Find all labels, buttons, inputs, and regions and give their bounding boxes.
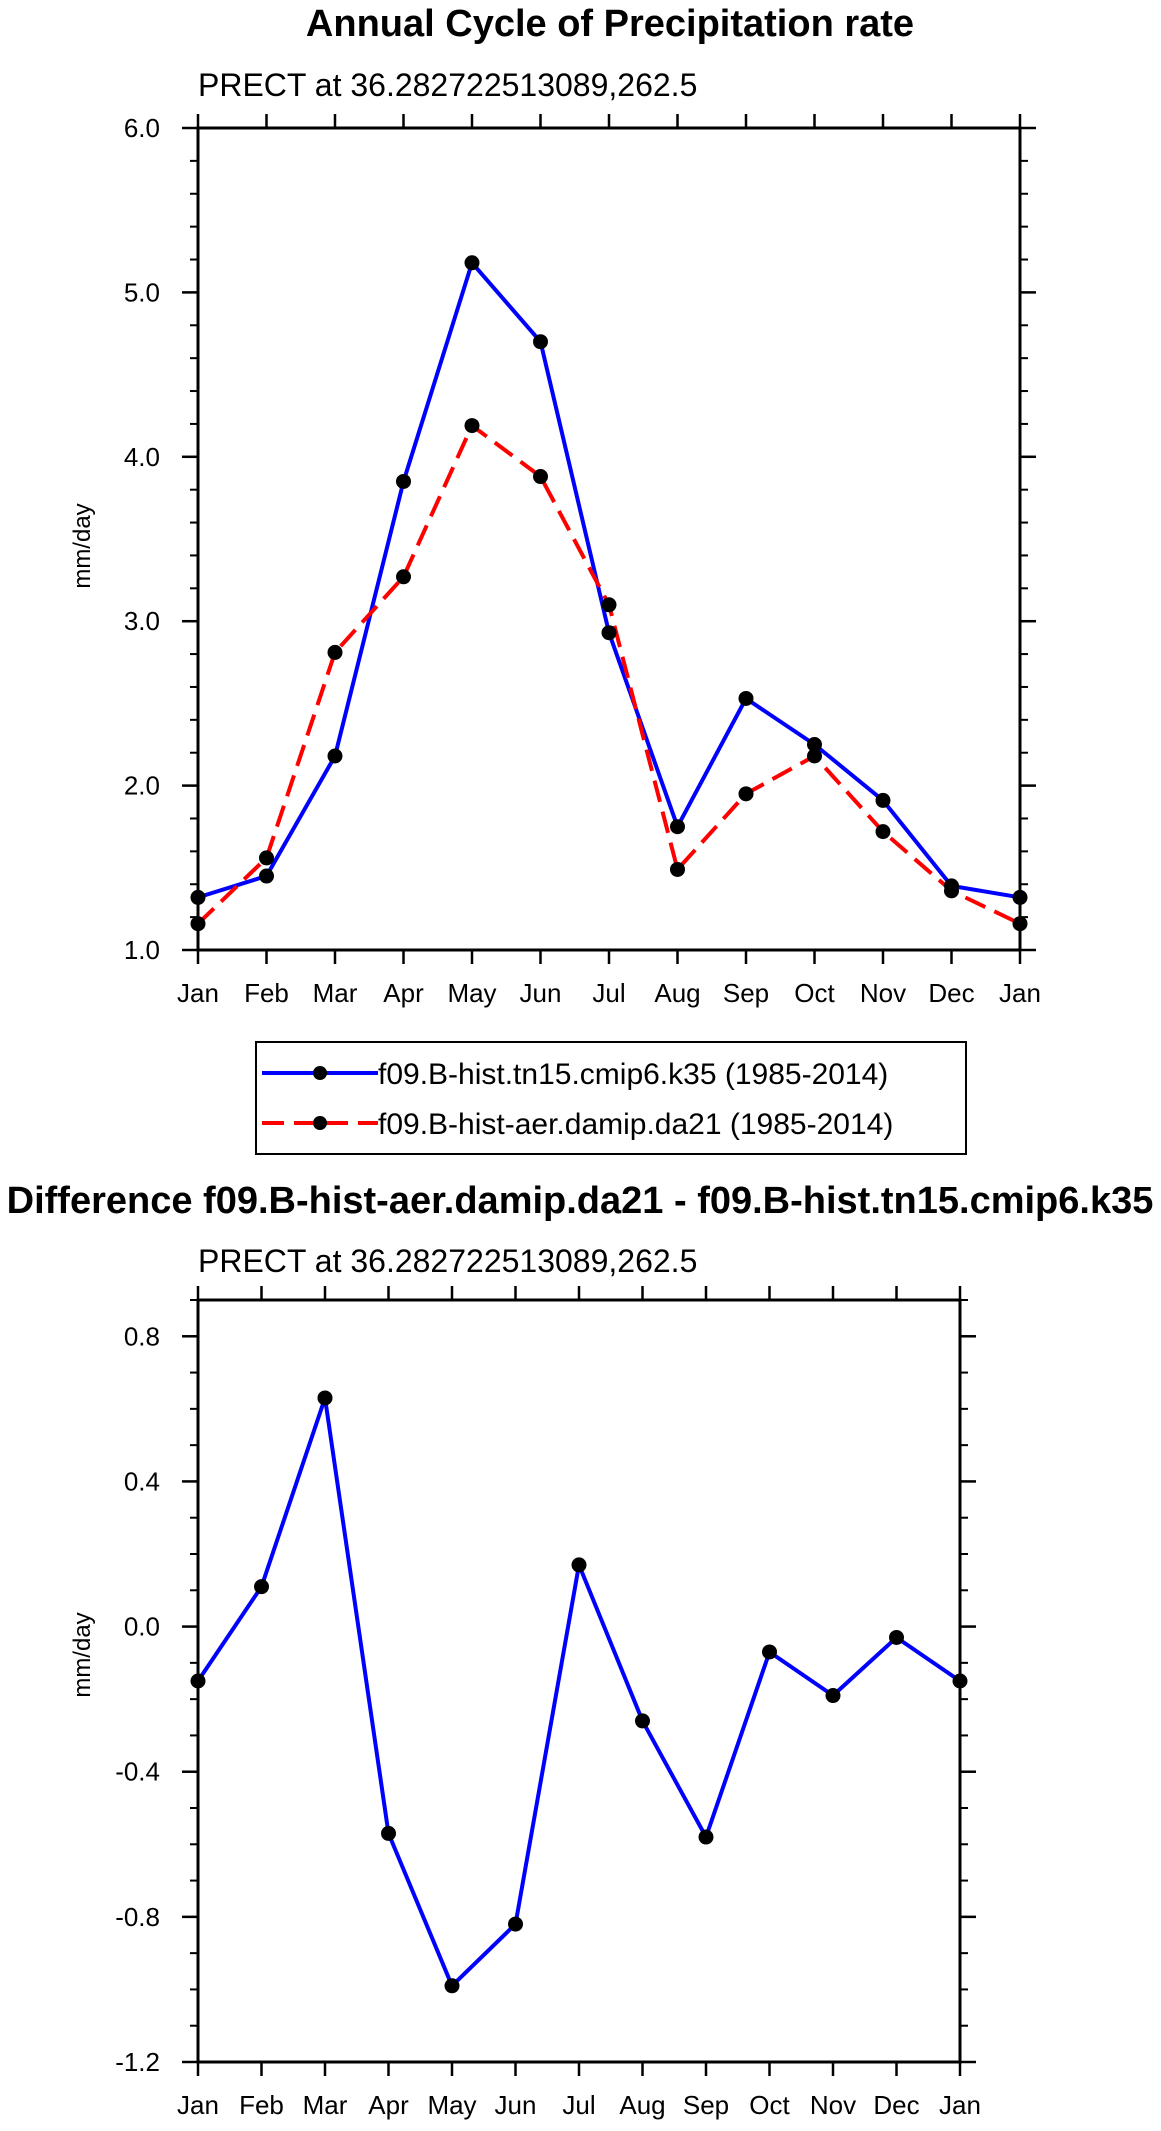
x-tick-label: Mar bbox=[313, 978, 358, 1008]
y-tick-label: -0.4 bbox=[115, 1757, 160, 1787]
data-point bbox=[533, 469, 548, 485]
tick-labels: Jan Feb Mar Apr May Jun Jul Aug Sep Oct Nov Dec Jan 1… bbox=[124, 113, 1041, 1008]
x-tick-label: May bbox=[447, 978, 496, 1008]
data-point bbox=[327, 748, 343, 764]
series-markers bbox=[190, 1390, 968, 1994]
data-point bbox=[762, 1644, 777, 1660]
data-point bbox=[875, 824, 891, 840]
y-tick-label: 3.0 bbox=[124, 606, 160, 636]
data-point bbox=[464, 418, 480, 434]
data-point bbox=[670, 861, 685, 877]
x-tick-label: May bbox=[427, 2090, 476, 2120]
data-point bbox=[601, 625, 617, 641]
chart-difference: Difference f09.B-hist-aer.damip.da21 - f… bbox=[7, 1180, 1154, 2120]
series-markers bbox=[190, 255, 1028, 932]
data-point bbox=[944, 883, 959, 899]
axis-ticks bbox=[182, 1286, 976, 2076]
x-tick-label: Jan bbox=[939, 2090, 981, 2120]
x-tick-label: Feb bbox=[244, 978, 289, 1008]
x-tick-label: Dec bbox=[873, 2090, 919, 2120]
tick-labels: Jan Feb Mar Apr May Jun Jul Aug Sep Oct Nov Dec Jan-… bbox=[115, 1321, 981, 2120]
data-point bbox=[464, 255, 480, 271]
y-tick-label: 2.0 bbox=[124, 771, 160, 801]
data-point bbox=[254, 1579, 269, 1595]
data-point bbox=[889, 1629, 904, 1645]
legend-label-series-2: f09.B-hist-aer.damip.da21 (1985-2014) bbox=[378, 1108, 893, 1141]
data-point bbox=[825, 1688, 841, 1704]
x-tick-label: Sep bbox=[683, 2090, 729, 2120]
x-tick-label: Aug bbox=[654, 978, 700, 1008]
legend-marker-series-2 bbox=[313, 1116, 327, 1130]
x-tick-label: Jul bbox=[592, 978, 625, 1008]
x-tick-label: Oct bbox=[749, 2090, 790, 2120]
x-tick-label: Apr bbox=[383, 978, 424, 1008]
legend-box bbox=[255, 1041, 967, 1155]
legend-label-series-1: f09.B-hist.tn15.cmip6.k35 (1985-2014) bbox=[378, 1058, 888, 1091]
chart-title: Difference f09.B-hist-aer.damip.da21 - f… bbox=[7, 1180, 1154, 1222]
data-point bbox=[259, 868, 274, 884]
data-point bbox=[875, 792, 891, 808]
legend: f09.B-hist.tn15.cmip6.k35 (1985-2014) f0… bbox=[255, 1041, 967, 1155]
data-point bbox=[396, 569, 411, 585]
x-tick-label: Nov bbox=[860, 978, 906, 1008]
data-point bbox=[698, 1829, 714, 1845]
y-tick-label: 0.0 bbox=[124, 1612, 160, 1642]
data-point bbox=[381, 1825, 396, 1841]
data-point bbox=[259, 850, 274, 866]
data-point bbox=[571, 1557, 587, 1573]
data-point bbox=[444, 1978, 460, 1994]
x-tick-label: Jul bbox=[562, 2090, 595, 2120]
plot-frame bbox=[196, 1298, 962, 2064]
data-point bbox=[508, 1916, 523, 1932]
series-line-1 bbox=[196, 1396, 962, 1988]
y-tick-label: 0.4 bbox=[124, 1466, 160, 1496]
data-point bbox=[317, 1390, 333, 1406]
x-tick-label: Mar bbox=[303, 2090, 348, 2120]
legend-marker-series-1 bbox=[313, 1066, 327, 1080]
chart-title: Annual Cycle of Precipitation rate bbox=[306, 3, 914, 45]
y-tick-label: -0.8 bbox=[115, 1902, 160, 1932]
x-tick-label: Jan bbox=[999, 978, 1041, 1008]
data-point bbox=[635, 1713, 650, 1729]
series-line-1 bbox=[197, 260, 1021, 900]
y-tick-label: 1.0 bbox=[124, 935, 160, 965]
series-line-2 bbox=[196, 423, 1021, 926]
data-point bbox=[807, 737, 822, 752]
y-tick-label: -1.2 bbox=[115, 2047, 160, 2077]
series-lines bbox=[196, 1396, 962, 1988]
data-point bbox=[396, 473, 411, 489]
data-point bbox=[533, 334, 548, 350]
data-point bbox=[807, 748, 822, 764]
chart-annual-cycle: Annual Cycle of Precipitation rate PRECT… bbox=[69, 3, 1041, 1155]
data-point bbox=[738, 786, 754, 802]
y-tick-label: 4.0 bbox=[124, 442, 160, 472]
x-tick-label: Feb bbox=[239, 2090, 284, 2120]
y-tick-label: 6.0 bbox=[124, 113, 160, 143]
x-tick-label: Apr bbox=[368, 2090, 409, 2120]
x-tick-label: Nov bbox=[810, 2090, 856, 2120]
x-tick-label: Sep bbox=[723, 978, 769, 1008]
x-tick-label: Jan bbox=[177, 2090, 219, 2120]
x-tick-label: Jun bbox=[520, 978, 562, 1008]
chart-subtitle: PRECT at 36.282722513089,262.5 bbox=[198, 1243, 697, 1279]
x-tick-label: Jan bbox=[177, 978, 219, 1008]
data-point bbox=[738, 690, 754, 706]
x-tick-label: Jun bbox=[495, 2090, 537, 2120]
x-tick-label: Oct bbox=[794, 978, 835, 1008]
y-axis-label: mm/day bbox=[69, 1612, 96, 1697]
x-tick-label: Dec bbox=[928, 978, 974, 1008]
series-lines bbox=[196, 260, 1021, 926]
x-tick-label: Aug bbox=[619, 2090, 665, 2120]
data-point bbox=[670, 819, 685, 835]
y-tick-label: 5.0 bbox=[124, 277, 160, 307]
data-point bbox=[327, 644, 343, 660]
chart-subtitle: PRECT at 36.282722513089,262.5 bbox=[198, 67, 697, 103]
data-point bbox=[601, 597, 617, 613]
plot-frame bbox=[196, 126, 1022, 952]
y-axis-label: mm/day bbox=[69, 503, 96, 588]
y-tick-label: 0.8 bbox=[124, 1321, 160, 1351]
axis-ticks bbox=[182, 114, 1036, 964]
